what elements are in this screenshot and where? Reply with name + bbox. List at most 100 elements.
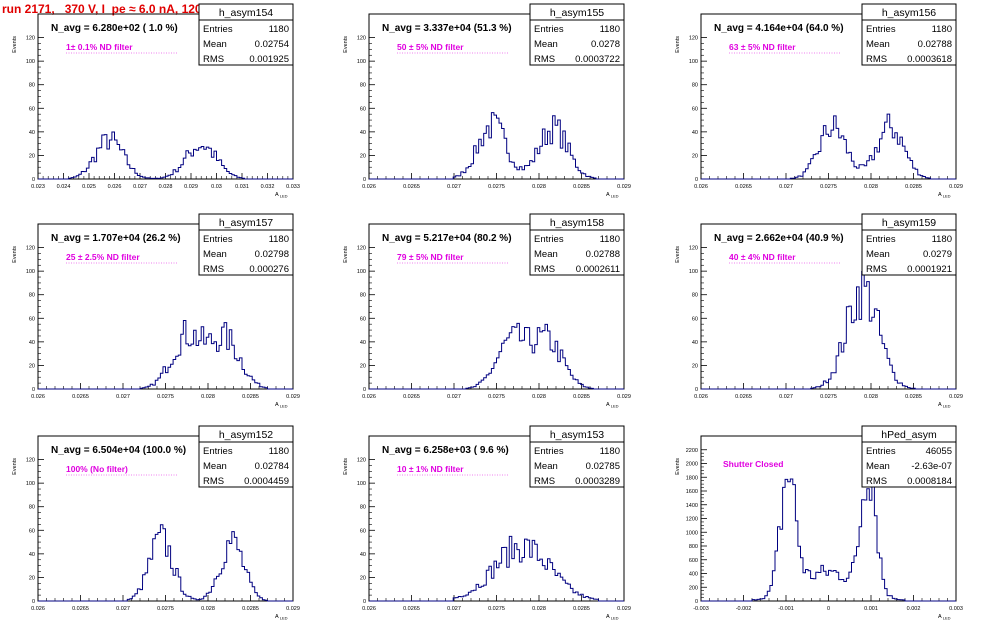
histogram-line	[369, 322, 624, 390]
navg-box	[373, 442, 543, 455]
y-tick-label: 60	[29, 528, 35, 534]
navg-box	[705, 20, 875, 33]
x-tick-label: 0.026	[694, 394, 708, 400]
navg-label: N_avg = 2.662e+04 (40.9 %)	[714, 233, 844, 244]
x-tick-label: 0.029	[949, 394, 963, 400]
x-tick-label: 0.028	[532, 184, 546, 190]
y-tick-label: 80	[360, 293, 366, 299]
x-axis-label: A LED	[606, 402, 619, 409]
y-tick-label: 120	[26, 458, 35, 464]
x-axis-label: A LED	[275, 614, 288, 621]
stats-key: Mean	[866, 39, 890, 50]
stats-title: h_asym155	[550, 7, 604, 19]
stats-key: Mean	[866, 249, 890, 260]
x-tick-label: 0.029	[617, 184, 631, 190]
stats-key: RMS	[534, 476, 555, 487]
stats-value: 0.02785	[586, 461, 620, 472]
y-axis-label: Events	[12, 458, 18, 475]
x-tick-label: 0.003	[949, 606, 963, 612]
y-tick-label: 40	[692, 130, 698, 136]
navg-label: N_avg = 1.707e+04 (26.2 %)	[51, 233, 181, 244]
stats-title: h_asym153	[550, 429, 604, 441]
y-tick-label: 0	[32, 177, 35, 183]
stats-value: 0.001925	[249, 54, 289, 65]
y-tick-label: 120	[26, 36, 35, 42]
y-tick-label: 0	[32, 599, 35, 605]
x-tick-label: 0.026	[694, 184, 708, 190]
x-tick-label: 0.027	[116, 606, 130, 612]
y-tick-label: 40	[29, 340, 35, 346]
x-tick-label: 0.0275	[157, 606, 174, 612]
x-tick-label: 0.002	[907, 606, 921, 612]
x-tick-label: 0.0275	[820, 184, 837, 190]
y-tick-label: 100	[357, 59, 366, 65]
histogram-panel-h_asym158: 0 20 40 60 80 100 120 0.026 0.0265 0.027 0.0275 0.0…	[343, 213, 631, 409]
navg-box	[373, 230, 543, 243]
stats-value: 0.0003618	[907, 54, 952, 65]
stats-value: 0.02798	[255, 249, 289, 260]
x-tick-label: 0.026	[362, 184, 376, 190]
y-tick-label: 0	[695, 599, 698, 605]
y-tick-label: 100	[689, 269, 698, 275]
y-tick-label: 1800	[686, 475, 698, 481]
y-tick-label: 80	[29, 83, 35, 89]
x-tick-label: 0.028	[532, 394, 546, 400]
stats-value: 0.000276	[249, 264, 289, 275]
stats-key: RMS	[203, 54, 224, 65]
x-tick-label: 0.028	[159, 184, 173, 190]
histogram-panel-h_asym152: 0 20 40 60 80 100 120 0.026 0.0265 0.027 0.0275 0.0…	[12, 425, 300, 621]
stats-title: h_asym156	[882, 7, 936, 19]
y-tick-label: 100	[357, 269, 366, 275]
stats-key: Entries	[534, 446, 564, 457]
histogram-line	[369, 112, 624, 180]
y-tick-label: 80	[360, 505, 366, 511]
x-tick-label: 0.0285	[573, 606, 590, 612]
y-tick-label: 120	[357, 458, 366, 464]
y-tick-label: 0	[363, 387, 366, 393]
x-tick-label: 0.028	[201, 394, 215, 400]
y-tick-label: 100	[26, 59, 35, 65]
x-tick-label: 0.028	[201, 606, 215, 612]
y-tick-label: 60	[692, 316, 698, 322]
x-tick-label: 0.0265	[735, 394, 752, 400]
y-tick-label: 0	[363, 599, 366, 605]
stats-value: 1180	[600, 234, 620, 245]
stats-value: 1180	[269, 24, 289, 35]
histogram-line	[701, 271, 956, 390]
stats-value: 46055	[926, 446, 952, 457]
y-tick-label: 20	[29, 153, 35, 159]
stats-value: 1180	[600, 446, 620, 457]
stats-value: 0.0002611	[576, 264, 620, 275]
x-tick-label: 0.028	[864, 184, 878, 190]
y-axis-label: Events	[343, 36, 349, 53]
y-tick-label: 1000	[686, 530, 698, 536]
y-tick-label: 40	[29, 130, 35, 136]
filter-note: Shutter Closed	[723, 459, 783, 469]
x-tick-label: -0.002	[736, 606, 752, 612]
y-tick-label: 100	[26, 269, 35, 275]
stats-box	[529, 3, 625, 66]
x-axis-label: A LED	[275, 402, 288, 409]
y-tick-label: 120	[689, 246, 698, 252]
x-axis-label: A LED	[606, 614, 619, 621]
x-tick-label: 0.026	[362, 606, 376, 612]
y-tick-label: 80	[29, 293, 35, 299]
navg-label: N_avg = 4.164e+04 (64.0 %)	[714, 23, 844, 34]
x-tick-label: 0.0265	[72, 606, 89, 612]
stats-value: -2.63e-07	[911, 461, 952, 472]
x-tick-label: 0.027	[447, 184, 461, 190]
x-tick-label: -0.003	[693, 606, 709, 612]
stats-key: Mean	[866, 461, 890, 472]
y-tick-label: 1400	[686, 503, 698, 509]
stats-key: RMS	[866, 476, 887, 487]
filter-note: 10 ± 1% ND filter	[397, 464, 464, 474]
y-tick-label: 60	[360, 528, 366, 534]
x-tick-label: 0.03	[211, 184, 222, 190]
navg-label: N_avg = 5.217e+04 (80.2 %)	[382, 233, 512, 244]
filter-note: 79 ± 5% ND filter	[397, 252, 464, 262]
histogram-panel-h_asym157: 0 20 40 60 80 100 120 0.026 0.0265 0.027 0.0275 0.0…	[12, 213, 300, 409]
x-tick-label: 0.0265	[403, 606, 420, 612]
x-tick-label: 0.0265	[735, 184, 752, 190]
stats-key: Mean	[203, 39, 227, 50]
y-tick-label: 60	[360, 106, 366, 112]
